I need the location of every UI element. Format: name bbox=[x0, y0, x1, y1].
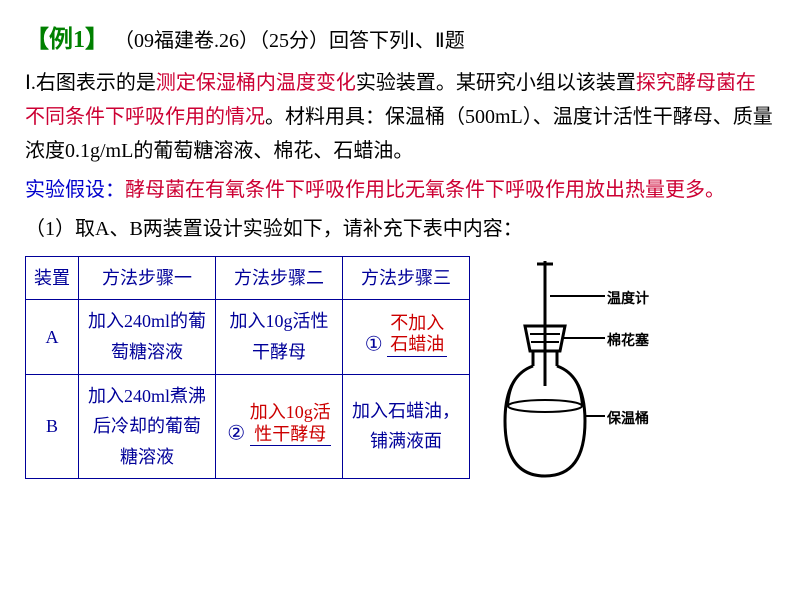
table-header-row: 装置 方法步骤一 方法步骤二 方法步骤三 bbox=[26, 256, 470, 300]
q1-text: （1）取A、B两装置设计实验如下，请补充下表中内容： bbox=[25, 218, 523, 240]
cell-b-step1: 加入240ml煮沸后冷却的葡萄糖溶液 bbox=[79, 374, 216, 479]
cell-b-device: B bbox=[26, 374, 79, 479]
cell-a-step1: 加入240ml的葡萄糖溶液 bbox=[79, 300, 216, 374]
circle-1: ① bbox=[365, 333, 383, 355]
table-row-b: B 加入240ml煮沸后冷却的葡萄糖溶液 ② 加入10g活 性干酵母 加入石蜡油… bbox=[26, 374, 470, 479]
th-device: 装置 bbox=[26, 256, 79, 300]
diagram-label-flask: 保温桶 bbox=[607, 408, 649, 432]
answer-1: 不加入 石蜡油 bbox=[387, 313, 447, 357]
question-1: （1）取A、B两装置设计实验如下，请补充下表中内容： bbox=[25, 212, 775, 246]
th-step3: 方法步骤三 bbox=[343, 256, 470, 300]
cell-a-step3: ① 不加入 石蜡油 bbox=[343, 300, 470, 374]
content-row: 装置 方法步骤一 方法步骤二 方法步骤三 A 加入240ml的葡萄糖溶液 加入1… bbox=[25, 256, 775, 497]
cell-b-step2: ② 加入10g活 性干酵母 bbox=[216, 374, 343, 479]
cell-a-step2: 加入10g活性干酵母 bbox=[216, 300, 343, 374]
diagram-label-thermometer: 温度计 bbox=[607, 288, 649, 312]
hypothesis-label: 实验假设： bbox=[25, 179, 125, 201]
experiment-table: 装置 方法步骤一 方法步骤二 方法步骤三 A 加入240ml的葡萄糖溶液 加入1… bbox=[25, 256, 470, 480]
cell-b-step3: 加入石蜡油，铺满液面 bbox=[343, 374, 470, 479]
example-label: 【例1】 bbox=[25, 27, 109, 53]
cell-a-device: A bbox=[26, 300, 79, 374]
hypothesis-line: 实验假设：酵母菌在有氧条件下呼吸作用比无氧条件下呼吸作用放出热量更多。 bbox=[25, 173, 775, 207]
circle-2: ② bbox=[227, 423, 245, 445]
th-step2: 方法步骤二 bbox=[216, 256, 343, 300]
hypothesis-text: 酵母菌在有氧条件下呼吸作用比无氧条件下呼吸作用放出热量更多。 bbox=[125, 179, 725, 201]
p1-mid1: 实验装置。某研究小组以该装置 bbox=[356, 72, 636, 94]
p1-prefix: Ⅰ.右图表示的是 bbox=[25, 72, 156, 94]
table-row-a: A 加入240ml的葡萄糖溶液 加入10g活性干酵母 ① 不加入 石蜡油 bbox=[26, 300, 470, 374]
paragraph-1: Ⅰ.右图表示的是测定保湿桶内温度变化实验装置。某研究小组以该装置探究酵母菌在不同… bbox=[25, 66, 775, 168]
answer-2: 加入10g活 性干酵母 bbox=[250, 402, 331, 446]
th-step1: 方法步骤一 bbox=[79, 256, 216, 300]
diagram-label-stopper: 棉花塞 bbox=[607, 330, 649, 354]
source-text: （09福建卷.26）（25分）回答下列Ⅰ、Ⅱ题 bbox=[114, 30, 465, 52]
header-line: 【例1】 （09福建卷.26）（25分）回答下列Ⅰ、Ⅱ题 bbox=[25, 20, 775, 61]
apparatus-diagram: 温度计 棉花塞 保温桶 bbox=[485, 256, 665, 497]
p1-red1: 测定保湿桶内温度变化 bbox=[156, 72, 356, 94]
